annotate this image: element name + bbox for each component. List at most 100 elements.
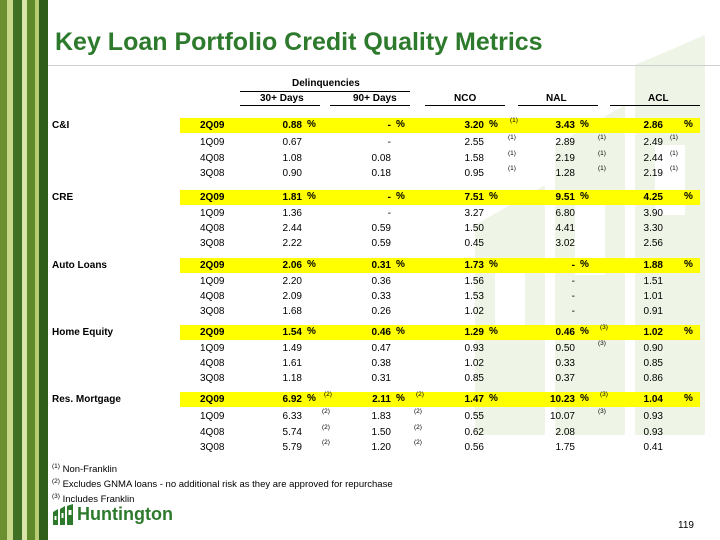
header-30-days: 30+ Days [260,93,304,104]
value-nco: 3.20 [464,120,484,131]
value-nal: - [571,291,575,302]
value-d30: 1.61 [282,358,302,369]
value-nco: 1.73 [464,260,484,271]
page-title: Key Loan Portfolio Credit Quality Metric… [55,28,543,56]
value-d30: 5.79 [282,442,302,453]
highlight-band [180,258,700,273]
value-d30: 6.33 [282,411,302,422]
value-acl: 0.41 [643,442,663,453]
value-acl: 4.25 [643,192,663,203]
value-nco: 0.45 [464,238,484,249]
value-d30: 2.22 [282,238,302,249]
footnote-marker: (2) [414,424,422,431]
footnote-2: (2) Excludes GNMA loans - no additional … [52,478,393,491]
value-nco: 1.56 [464,276,484,287]
value-nco: 1.50 [464,223,484,234]
percent-sign: % [307,119,316,130]
value-acl: 2.56 [643,238,663,249]
quarter-label: 2Q09 [200,327,225,338]
footnote-marker: (1) [508,165,516,172]
table-row-highlighted: Res. Mortgage 2Q09 6.92% (2) 2.11% (2) 1.47% 10… [0,391,720,407]
value-acl: 1.04 [643,394,663,405]
highlight-band [180,392,700,407]
value-acl: 0.90 [643,343,663,354]
quarter-label: 1Q09 [200,411,225,422]
decorative-stripes [0,0,48,540]
value-nal: 10.07 [549,411,575,422]
footnote-marker: (1) [508,150,516,157]
value-d90: 0.38 [371,358,391,369]
value-d90: 0.18 [371,168,391,179]
value-nal: - [571,276,575,287]
value-d90: 0.31 [371,373,391,384]
footnote-marker: (3) [600,324,608,331]
table-row-highlighted: C&I 2Q09 0.88% -% 3.20% (1) 3.43% 2.86% [0,117,720,133]
percent-sign: % [684,119,693,130]
value-acl: 3.90 [643,208,663,219]
quarter-label: 4Q08 [200,153,225,164]
value-nal: 3.43 [555,120,575,131]
table-row: 3Q08 5.79 (2) 1.20 (2) 0.56 1.75 0.41 [0,439,720,455]
quarter-label: 4Q08 [200,291,225,302]
table-row: 1Q09 0.67 - 2.55 (1) 2.89 (1) 2.49 (1) [0,134,720,150]
table-row: 3Q08 1.18 0.31 0.85 0.37 0.86 [0,371,720,386]
value-nal: 1.28 [555,168,575,179]
value-d90: - [387,208,391,219]
footnote-marker: (1) [598,165,606,172]
page-number: 119 [678,520,694,531]
value-acl: 3.30 [643,223,663,234]
value-d90: 0.26 [371,306,391,317]
huntington-logo-text: Huntington [77,504,173,524]
value-nco: 1.47 [464,394,484,405]
quarter-label: 4Q08 [200,223,225,234]
category-label: C&I [52,120,70,131]
percent-sign: % [307,326,316,337]
value-nco: 1.53 [464,291,484,302]
value-d90: 0.36 [371,276,391,287]
header-underline-nco [425,105,505,106]
value-acl: 1.02 [643,327,663,338]
footnote-marker: (2) [322,424,330,431]
value-d90: - [387,192,391,203]
footnote-marker: (2) [324,391,332,398]
percent-sign: % [307,191,316,202]
percent-sign: % [396,326,405,337]
table-row: 3Q08 0.90 0.18 0.95 (1) 1.28 (1) 2.19 (1) [0,165,720,181]
value-nco: 1.29 [464,327,484,338]
header-underline-nal [518,105,598,106]
table-row: 1Q09 6.33 (2) 1.83 (2) 0.55 10.07 (3) 0.93 [0,408,720,424]
footnote-marker: (2) [414,439,422,446]
value-d90: 2.11 [372,394,391,405]
header-acl: ACL [648,93,669,104]
category-label: Home Equity [52,327,114,338]
percent-sign: % [580,191,589,202]
header-nal: NAL [546,93,567,104]
table-row: 4Q08 1.08 0.08 1.58 (1) 2.19 (1) 2.44 (1) [0,150,720,166]
value-acl: 0.86 [643,373,663,384]
footnote-marker: (2) [414,408,422,415]
quarter-label: 3Q08 [200,238,225,249]
value-nco: 0.85 [464,373,484,384]
category-label: Auto Loans [52,260,107,271]
value-d90: 0.46 [371,327,391,338]
value-d90: 0.47 [371,343,391,354]
value-d90: 0.31 [371,260,391,271]
value-acl: 0.91 [643,306,663,317]
value-d90: 0.33 [371,291,391,302]
value-nco: 0.62 [464,427,484,438]
percent-sign: % [489,259,498,270]
table-row: 3Q08 2.22 0.59 0.45 3.02 2.56 [0,236,720,251]
value-nal: 0.50 [555,343,575,354]
highlight-band [180,190,700,205]
table-row: 1Q09 1.49 0.47 0.93 0.50 (3) 0.90 [0,340,720,356]
quarter-label: 1Q09 [200,137,225,148]
quarter-label: 4Q08 [200,427,225,438]
percent-sign: % [684,393,693,404]
value-nco: 0.55 [464,411,484,422]
value-d30: 1.54 [282,327,302,338]
value-nal: 2.08 [555,427,575,438]
percent-sign: % [489,393,498,404]
header-underline-acl [610,105,700,106]
value-d30: 6.92 [282,394,302,405]
footnote-marker: (1) [670,165,678,172]
